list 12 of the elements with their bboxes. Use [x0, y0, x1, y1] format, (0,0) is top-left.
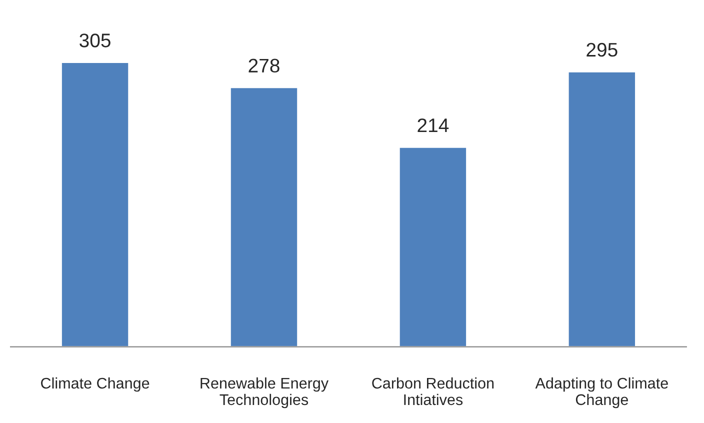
data-label: 214 — [418, 118, 449, 132]
bar — [230, 86, 298, 347]
data-label: 305 — [80, 34, 110, 48]
x-tick-label: Carbon Reduction Intiatives — [372, 377, 494, 406]
x-tick-label: Adapting to Climate Change — [535, 377, 668, 408]
bar — [60, 62, 130, 347]
bar — [398, 146, 468, 347]
bar — [567, 70, 636, 347]
data-label: 295 — [586, 42, 618, 57]
x-tick-label: Renewable Energy Technologies — [200, 377, 329, 408]
x-tick-label: Climate Change — [41, 377, 150, 392]
data-label: 278 — [248, 58, 280, 73]
